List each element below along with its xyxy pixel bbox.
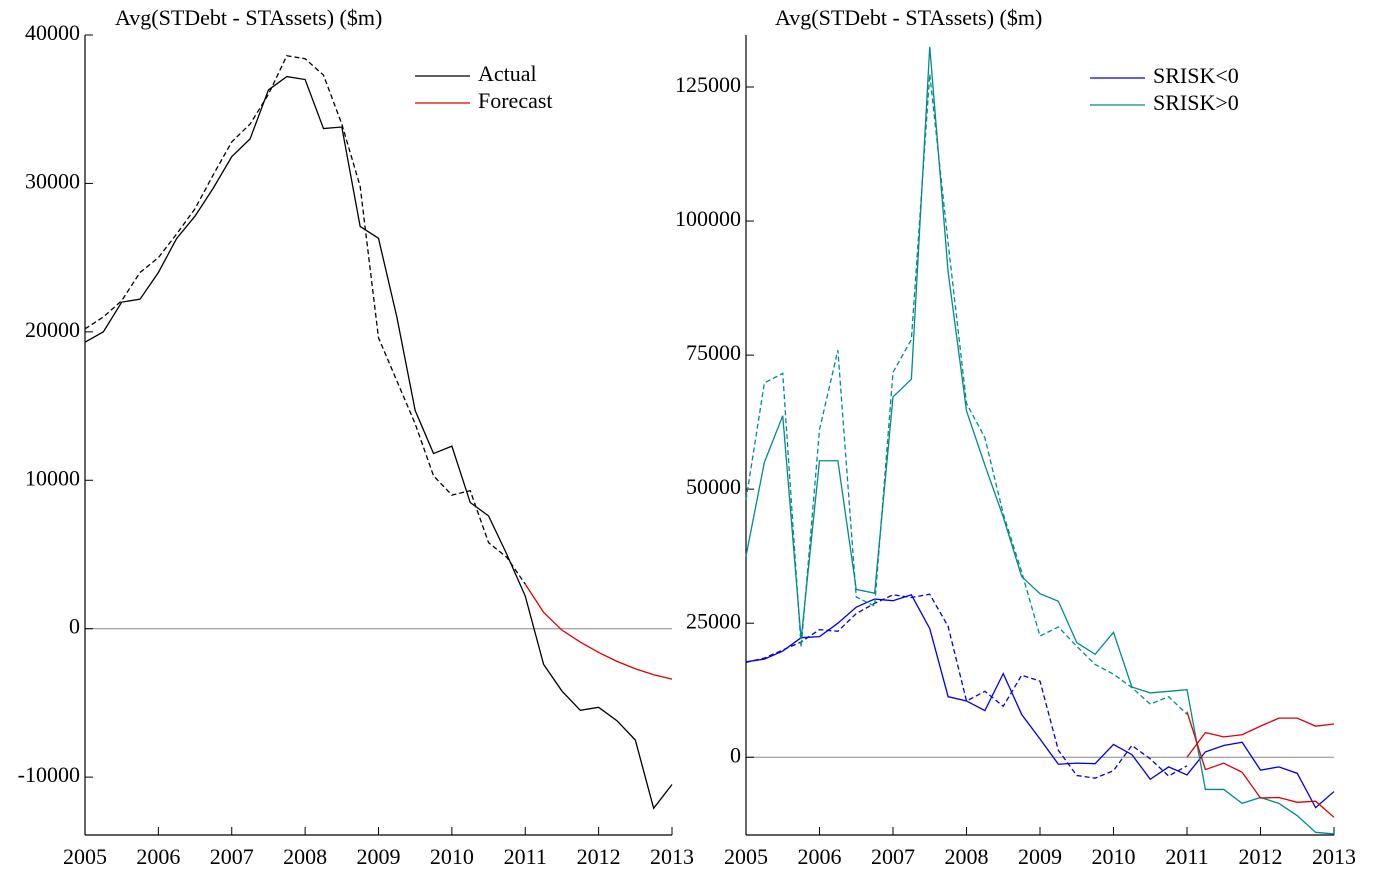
x-tick-label: 2012 [577, 844, 621, 869]
series-line [745, 74, 1188, 715]
y-tick-label: 0 [730, 742, 741, 767]
chart-title: Avg(STDebt - STAssets) ($m) [775, 5, 1042, 30]
series-line [84, 75, 673, 810]
x-tick-label: 2011 [1165, 844, 1208, 869]
x-tick-label: 2009 [1018, 844, 1062, 869]
series-line [1186, 717, 1335, 758]
chart-title: Avg(STDebt - STAssets) ($m) [115, 5, 382, 30]
y-tick-label: 50000 [686, 474, 741, 499]
y-tick-label: 75000 [686, 340, 741, 365]
x-tick-label: 2010 [430, 844, 474, 869]
legend-label: Forecast [478, 88, 553, 113]
series-line [745, 593, 1188, 779]
x-tick-label: 2007 [210, 844, 254, 869]
y-tick-label: 100000 [675, 206, 741, 231]
y-tick-label: 30000 [25, 168, 80, 193]
series-line [524, 583, 673, 680]
x-tick-label: 2011 [504, 844, 547, 869]
legend-label: Actual [478, 61, 537, 86]
legend-label: SRISK>0 [1153, 90, 1239, 115]
x-tick-label: 2007 [871, 844, 915, 869]
x-tick-label: 2013 [650, 844, 694, 869]
x-tick-label: 2006 [798, 844, 842, 869]
y-tick-label: -10000 [18, 762, 80, 787]
x-tick-label: 2013 [1312, 844, 1356, 869]
y-tick-label: 10000 [25, 465, 80, 490]
series-line [1186, 711, 1335, 818]
x-tick-label: 2006 [136, 844, 180, 869]
x-tick-label: 2012 [1239, 844, 1283, 869]
y-tick-label: 125000 [675, 72, 741, 97]
series-line [84, 55, 526, 585]
y-tick-label: 0 [69, 614, 80, 639]
x-tick-label: 2005 [63, 844, 107, 869]
x-tick-label: 2009 [357, 844, 401, 869]
y-tick-label: 40000 [25, 20, 80, 45]
series-line [745, 594, 1335, 809]
y-tick-label: 20000 [25, 317, 80, 342]
y-tick-label: 25000 [686, 608, 741, 633]
legend-label: SRISK<0 [1153, 63, 1239, 88]
series-line [745, 46, 1335, 835]
x-tick-label: 2008 [283, 844, 327, 869]
x-tick-label: 2010 [1092, 844, 1136, 869]
x-tick-label: 2008 [945, 844, 989, 869]
x-tick-label: 2005 [724, 844, 768, 869]
